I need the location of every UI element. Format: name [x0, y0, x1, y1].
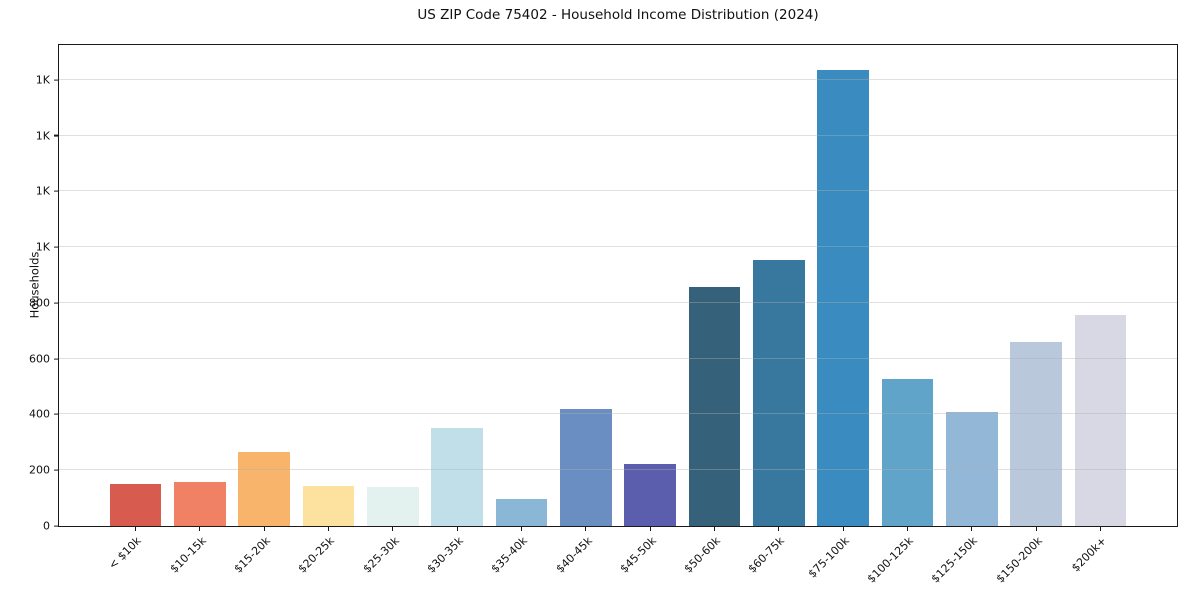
y-tick-mark	[54, 469, 59, 471]
bar	[946, 411, 998, 526]
x-tick-mark	[1099, 526, 1102, 531]
x-tick-mark	[649, 526, 651, 531]
plot-area: 0 200 400 600 800 1K 1K 1K 1K < $10k $10-15k $15-20…	[29, 44, 1178, 585]
x-tick-label: $45-50k	[617, 534, 659, 576]
bar	[753, 259, 805, 526]
bar	[495, 498, 548, 526]
x-tick-mark	[778, 526, 780, 531]
y-tick-label: 1K	[35, 129, 50, 143]
bar	[688, 286, 741, 526]
gridline	[59, 413, 1177, 415]
y-tick-label: 1K	[35, 184, 50, 198]
x-tick-label: $15-20k	[231, 534, 273, 576]
y-tick-label: 1K	[35, 240, 50, 254]
y-tick-mark	[54, 246, 59, 248]
x-tick-mark	[199, 526, 201, 531]
bar	[302, 486, 355, 526]
gridline	[59, 190, 1177, 192]
y-tick-mark	[54, 135, 59, 137]
y-tick-label: 400	[29, 407, 50, 421]
x-tick-label: $35-40k	[488, 534, 531, 576]
x-tick-label: $150-200k	[993, 534, 1045, 586]
x-tick-mark	[327, 526, 330, 531]
x-tick-label: $125-150k	[929, 534, 981, 586]
gridline	[59, 246, 1177, 248]
y-tick-mark	[54, 302, 59, 304]
chart-title: US ZIP Code 75402 - Household Income Dis…	[417, 7, 819, 23]
x-tick-mark	[392, 526, 394, 531]
gridline	[59, 469, 1177, 471]
y-tick-mark	[54, 413, 59, 416]
gridline	[59, 78, 1177, 80]
x-tick-mark	[1035, 526, 1037, 531]
bar	[1010, 341, 1062, 526]
bar	[624, 464, 676, 526]
gridline	[59, 357, 1177, 359]
x-tick-label: $10-15k	[167, 534, 209, 576]
x-tick-mark	[263, 526, 265, 531]
x-tick-label: $25-30k	[360, 534, 402, 576]
x-tick-label: $75-100k	[805, 534, 852, 581]
bar	[174, 481, 226, 526]
x-tick-mark	[585, 526, 587, 531]
x-tick-label: $30-35k	[424, 534, 466, 576]
y-tick-mark	[54, 79, 59, 81]
bar	[881, 378, 934, 526]
x-tick-label: < $10k	[106, 534, 145, 572]
x-tick-mark	[906, 526, 909, 531]
y-tick-mark	[54, 190, 59, 192]
x-tick-label: $40-45k	[553, 534, 595, 576]
gridline	[59, 301, 1177, 303]
y-tick-label: 800	[29, 296, 50, 310]
x-tick-label: $100-125k	[864, 534, 916, 586]
bar	[109, 484, 162, 526]
bar	[238, 452, 290, 526]
x-tick-mark	[456, 526, 458, 531]
x-tick-label: $50-60k	[681, 534, 723, 576]
x-tick-mark	[134, 526, 137, 531]
gridline	[59, 134, 1177, 136]
bar	[560, 408, 612, 526]
y-tick-label: 600	[29, 352, 50, 366]
bar	[1074, 315, 1127, 526]
x-tick-label: $20-25k	[295, 534, 338, 576]
x-tick-mark	[842, 526, 844, 531]
bar	[431, 428, 483, 526]
x-tick-mark	[520, 526, 523, 531]
y-tick-mark	[54, 525, 59, 527]
x-tick-label: $60-75k	[746, 534, 788, 576]
y-tick-mark	[54, 358, 59, 360]
y-tick-label: 1K	[35, 73, 50, 87]
y-tick-label: 200	[29, 463, 50, 477]
x-tick-label: $200k+	[1068, 534, 1109, 575]
x-tick-mark	[971, 526, 973, 531]
y-tick-label: 0	[43, 519, 50, 533]
x-tick-mark	[713, 526, 716, 531]
bar	[367, 486, 419, 526]
bar	[817, 70, 869, 526]
